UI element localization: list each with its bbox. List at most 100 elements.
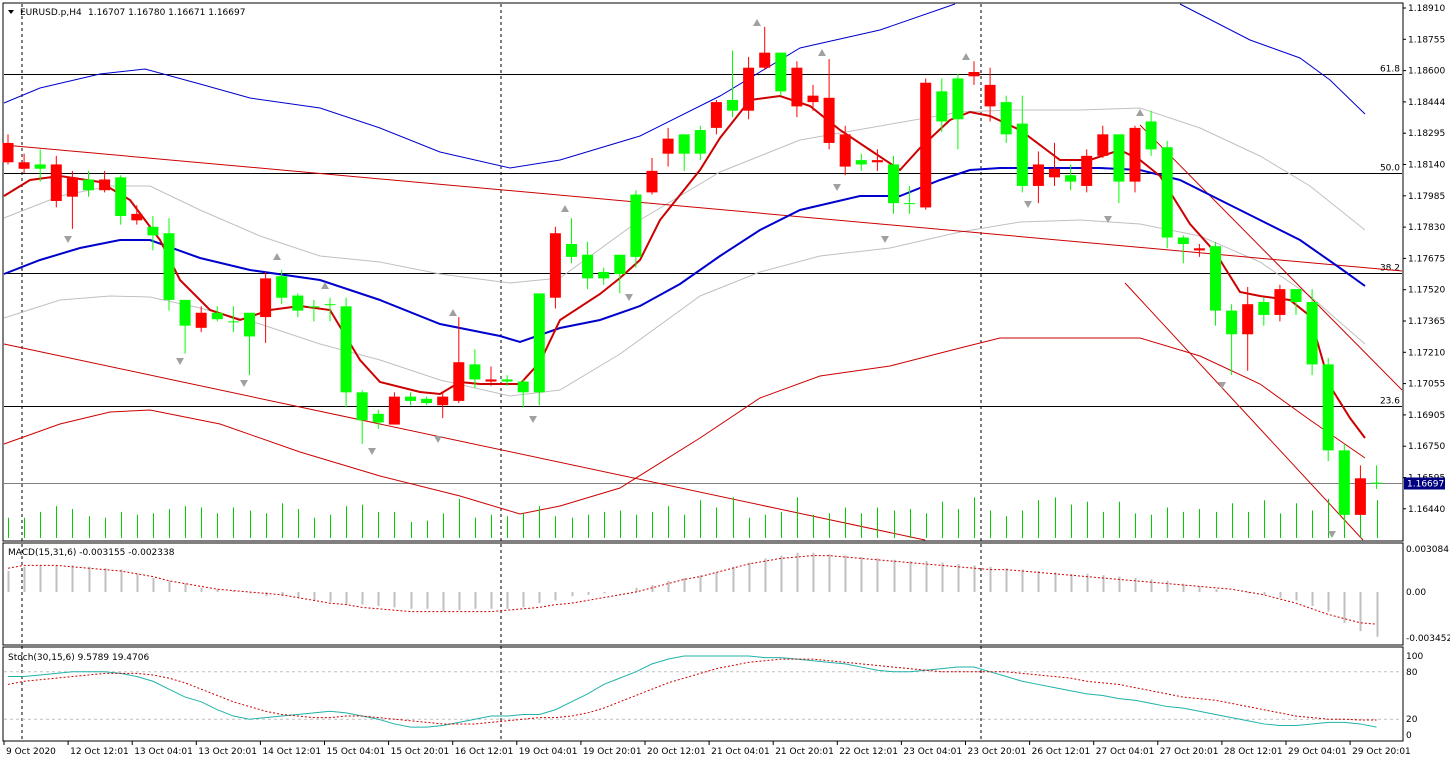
- bull-candle: [630, 194, 642, 257]
- channel-line-upper: [1139, 124, 1403, 391]
- macd-tick-label: -0.003452: [1406, 634, 1450, 644]
- fib-level-label: 61.8: [1380, 65, 1400, 75]
- price-plot-area: 61.8 50.0 38.2 23.6: [2, 3, 1403, 740]
- bull-candle: [179, 299, 191, 326]
- time-tick-label: 15 Oct 20:01: [391, 747, 450, 757]
- time-tick-label: 16 Oct 12:01: [455, 747, 514, 757]
- fractal-down-icon: [1218, 382, 1226, 389]
- bull-candle: [115, 177, 127, 217]
- time-tick-label: 15 Oct 04:01: [327, 747, 386, 757]
- bull-candle: [340, 306, 352, 393]
- bear-candle: [1354, 478, 1366, 515]
- time-tick-label: 23 Oct 04:01: [903, 747, 962, 757]
- bear-candle: [743, 67, 755, 111]
- bear-candle: [759, 52, 771, 68]
- price-tick-label: 1.17520: [1408, 286, 1445, 296]
- bull-candle: [308, 306, 320, 308]
- time-tick-label: 20 Oct 12:01: [647, 747, 706, 757]
- bear-candle: [646, 170, 658, 193]
- bull-candle: [855, 160, 867, 165]
- bear-candle: [388, 396, 400, 425]
- bull-candle: [227, 321, 239, 323]
- bull-candle: [211, 312, 223, 320]
- envelope-lower-outer: [3, 337, 1366, 515]
- fractal-up-icon: [561, 205, 569, 212]
- fractal-up-icon: [449, 309, 457, 316]
- fractal-down-icon: [240, 380, 248, 387]
- bull-candle: [952, 78, 964, 120]
- fractal-down-icon: [368, 448, 376, 455]
- fractal-down-icon: [625, 294, 633, 301]
- time-tick-label: 21 Oct 20:01: [775, 747, 834, 757]
- bear-candle: [871, 160, 883, 163]
- stoch-tick-label: 80: [1406, 668, 1418, 678]
- dropdown-triangle-icon[interactable]: [8, 10, 14, 14]
- bear-candle: [260, 278, 272, 318]
- price-tick-label: 1.17055: [1408, 380, 1445, 390]
- bear-candle: [662, 138, 674, 154]
- bull-candle: [163, 233, 175, 300]
- bull-candle: [1290, 289, 1302, 303]
- price-tick-label: 1.17830: [1408, 223, 1445, 233]
- bull-candle: [694, 130, 706, 154]
- bull-candle: [727, 99, 738, 111]
- fractal-down-icon: [833, 184, 841, 191]
- time-tick-label: 28 Oct 12:01: [1224, 747, 1283, 757]
- bull-candle: [1016, 123, 1028, 186]
- bull-candle: [566, 243, 577, 257]
- bull-candle: [678, 134, 690, 154]
- bear-candle: [66, 177, 78, 197]
- fractal-up-icon: [321, 282, 329, 289]
- price-tick-label: 1.17985: [1408, 192, 1445, 202]
- time-tick-label: 13 Oct 20:01: [198, 747, 257, 757]
- bear-candle: [1032, 164, 1044, 186]
- envelope-upper-outer-right: [1179, 3, 1366, 115]
- bull-candle: [1177, 237, 1189, 244]
- time-tick-label: 13 Oct 04:01: [134, 747, 193, 757]
- time-tick-label: 22 Oct 12:01: [839, 747, 898, 757]
- bull-candle: [533, 293, 545, 393]
- bull-candle: [1145, 121, 1157, 150]
- bull-candle: [83, 179, 94, 191]
- fractal-down-icon: [434, 436, 442, 443]
- fractal-up-icon: [753, 19, 761, 26]
- bear-candle: [791, 67, 803, 107]
- macd-tick-label: 0.00: [1406, 588, 1426, 598]
- trend-line-upper: [3, 144, 1403, 272]
- bear-candle: [1242, 304, 1254, 335]
- price-tick-label: 1.16440: [1408, 505, 1445, 515]
- price-tick-label: 1.18600: [1408, 67, 1445, 77]
- bear-candle: [1097, 134, 1109, 156]
- bear-candle: [195, 312, 207, 328]
- fractal-down-icon: [1328, 531, 1336, 538]
- bull-candle: [324, 304, 336, 306]
- price-panel-frame: [2, 2, 1404, 542]
- bull-candle: [1338, 450, 1350, 515]
- current-price-tag: [1404, 477, 1445, 490]
- bear-candle: [984, 84, 996, 107]
- current-price-label: 1.16697: [1407, 480, 1444, 490]
- bull-candle: [1226, 310, 1238, 335]
- bull-candle: [1065, 175, 1077, 182]
- time-tick-label: 12 Oct 12:01: [70, 747, 129, 757]
- fib-level-label: 38.2: [1380, 264, 1400, 274]
- bear-candle: [2, 142, 14, 163]
- fractal-down-icon: [64, 236, 72, 243]
- fractal-down-icon: [1024, 201, 1032, 208]
- channel-line-lower: [1124, 282, 1364, 541]
- bull-candle: [1000, 102, 1012, 135]
- stoch-label: Stoch(30,15,6) 9.5789 19.4706: [8, 653, 149, 663]
- bull-candle: [469, 364, 481, 380]
- stoch-panel-frame: [2, 646, 1404, 742]
- time-tick-label: 19 Oct 20:01: [583, 747, 642, 757]
- bull-candle: [405, 396, 416, 401]
- bull-candle: [421, 398, 433, 404]
- time-tick-label: 29 Oct 04:01: [1288, 747, 1347, 757]
- bear-candle: [1129, 127, 1141, 182]
- bear-candle: [839, 134, 851, 167]
- bear-candle: [50, 164, 62, 201]
- bull-candle: [1258, 302, 1270, 315]
- bear-candle: [131, 213, 143, 221]
